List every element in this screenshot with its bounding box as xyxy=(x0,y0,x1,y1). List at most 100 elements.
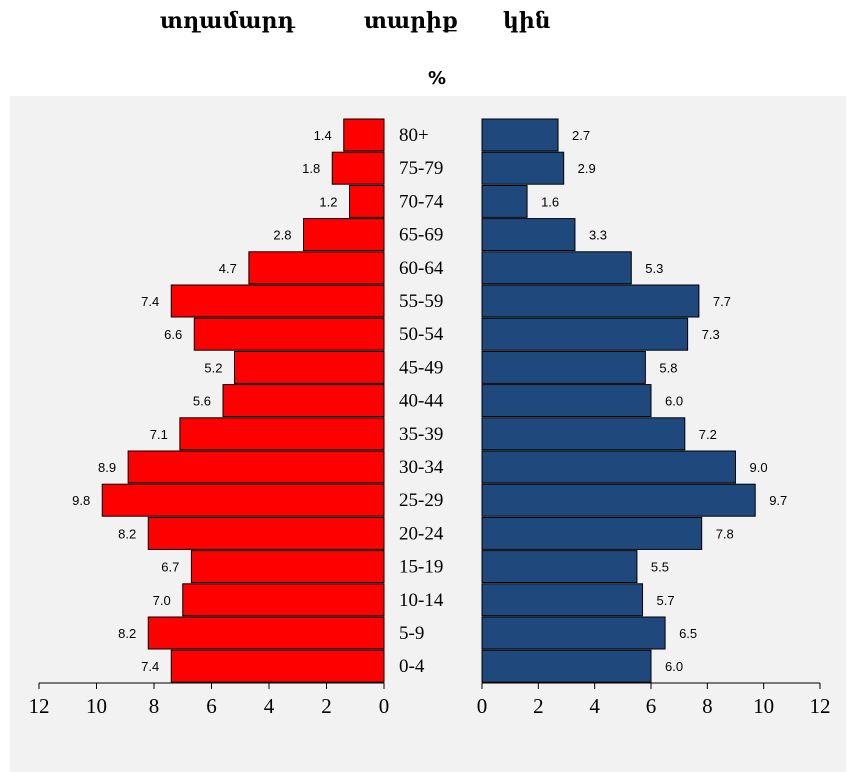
bar-female xyxy=(481,516,703,550)
bar-male xyxy=(190,550,385,584)
data-label-female: 3.3 xyxy=(589,228,607,243)
data-label-female: 5.7 xyxy=(657,593,675,608)
header-label-age: տարիք xyxy=(364,8,459,34)
bar-female xyxy=(481,118,559,152)
data-label-male: 4.7 xyxy=(219,261,237,276)
x-tick-label-left: 2 xyxy=(321,694,332,718)
x-tick-label-left: 12 xyxy=(29,694,50,718)
age-group-label: 55-59 xyxy=(399,291,443,312)
age-group-label: 60-64 xyxy=(399,258,444,279)
bar-female xyxy=(481,317,689,351)
x-tick-label-right: 4 xyxy=(589,694,600,718)
bar-male xyxy=(127,450,385,484)
bar-female xyxy=(481,483,756,517)
data-label-female: 7.3 xyxy=(702,327,720,342)
bar-female xyxy=(481,284,700,318)
age-group-label: 15-19 xyxy=(399,557,443,578)
data-label-male: 8.9 xyxy=(98,460,116,475)
bar-male xyxy=(147,616,385,650)
data-label-female: 2.9 xyxy=(578,161,596,176)
data-label-female: 6.0 xyxy=(665,659,683,674)
data-label-male: 1.8 xyxy=(302,161,320,176)
bar-female xyxy=(481,184,528,218)
header-label-male: տղամարդ xyxy=(160,8,295,34)
age-group-label: 80+ xyxy=(399,125,429,146)
bar-female xyxy=(481,350,646,384)
data-label-male: 7.0 xyxy=(153,593,171,608)
x-tick-label-left: 4 xyxy=(264,694,275,718)
bar-male xyxy=(349,184,385,218)
age-group-label: 10-14 xyxy=(399,590,444,611)
age-group-label: 65-69 xyxy=(399,225,443,246)
data-label-female: 5.8 xyxy=(659,360,677,375)
data-label-female: 7.7 xyxy=(713,294,731,309)
header-label-female: կին xyxy=(503,8,551,34)
x-tick-label-right: 0 xyxy=(477,694,488,718)
age-group-label: 30-34 xyxy=(399,457,444,478)
age-group-label: 5-9 xyxy=(399,623,424,644)
bar-male xyxy=(303,218,385,252)
data-label-male: 7.1 xyxy=(150,427,168,442)
x-tick-label-left: 0 xyxy=(379,694,390,718)
bar-male xyxy=(193,317,385,351)
x-tick-label-right: 10 xyxy=(753,694,774,718)
bar-male xyxy=(234,350,385,384)
data-label-male: 8.2 xyxy=(118,526,136,541)
bar-male xyxy=(170,649,385,683)
bar-male xyxy=(182,583,385,617)
bar-male xyxy=(222,384,385,418)
data-label-male: 5.2 xyxy=(204,360,222,375)
age-group-label: 45-49 xyxy=(399,357,443,378)
bar-male xyxy=(147,516,385,550)
x-tick-label-right: 2 xyxy=(533,694,544,718)
x-tick-label-right: 12 xyxy=(810,694,831,718)
x-tick-label-left: 8 xyxy=(149,694,160,718)
data-label-male: 2.8 xyxy=(273,228,291,243)
bar-male xyxy=(331,151,385,185)
age-group-label: 75-79 xyxy=(399,158,443,179)
data-label-female: 7.2 xyxy=(699,427,717,442)
bar-female xyxy=(481,550,638,584)
data-label-female: 6.0 xyxy=(665,394,683,409)
bar-female xyxy=(481,583,644,617)
bar-male xyxy=(170,284,385,318)
data-label-female: 5.3 xyxy=(645,261,663,276)
data-label-male: 8.2 xyxy=(118,626,136,641)
age-group-label: 70-74 xyxy=(399,191,444,212)
data-label-female: 5.5 xyxy=(651,560,669,575)
bar-male xyxy=(101,483,385,517)
bar-female xyxy=(481,251,632,285)
data-label-male: 7.4 xyxy=(141,659,159,674)
x-tick-label-left: 10 xyxy=(86,694,107,718)
age-group-label: 35-39 xyxy=(399,424,443,445)
bar-female xyxy=(481,384,652,418)
bar-female xyxy=(481,151,565,185)
bar-male xyxy=(179,417,385,451)
bar-female xyxy=(481,450,736,484)
age-group-label: 50-54 xyxy=(399,324,444,345)
data-label-male: 7.4 xyxy=(141,294,159,309)
bar-female xyxy=(481,649,652,683)
data-label-male: 6.6 xyxy=(164,327,182,342)
data-label-female: 9.7 xyxy=(769,493,787,508)
bar-female xyxy=(481,417,686,451)
data-label-female: 6.5 xyxy=(679,626,697,641)
data-label-female: 2.7 xyxy=(572,128,590,143)
data-label-male: 9.8 xyxy=(72,493,90,508)
data-label-male: 1.2 xyxy=(319,194,337,209)
bar-female xyxy=(481,616,666,650)
bar-male xyxy=(248,251,385,285)
bar-female xyxy=(481,218,576,252)
x-tick-label-left: 6 xyxy=(206,694,217,718)
age-group-label: 20-24 xyxy=(399,523,444,544)
data-label-female: 7.8 xyxy=(716,526,734,541)
x-tick-label-right: 8 xyxy=(702,694,713,718)
age-group-label: 25-29 xyxy=(399,490,443,511)
age-group-label: 40-44 xyxy=(399,391,444,412)
data-label-female: 9.0 xyxy=(750,460,768,475)
bar-male xyxy=(343,118,385,152)
data-label-female: 1.6 xyxy=(541,194,559,209)
x-tick-label-right: 6 xyxy=(646,694,657,718)
data-label-male: 5.6 xyxy=(193,394,211,409)
